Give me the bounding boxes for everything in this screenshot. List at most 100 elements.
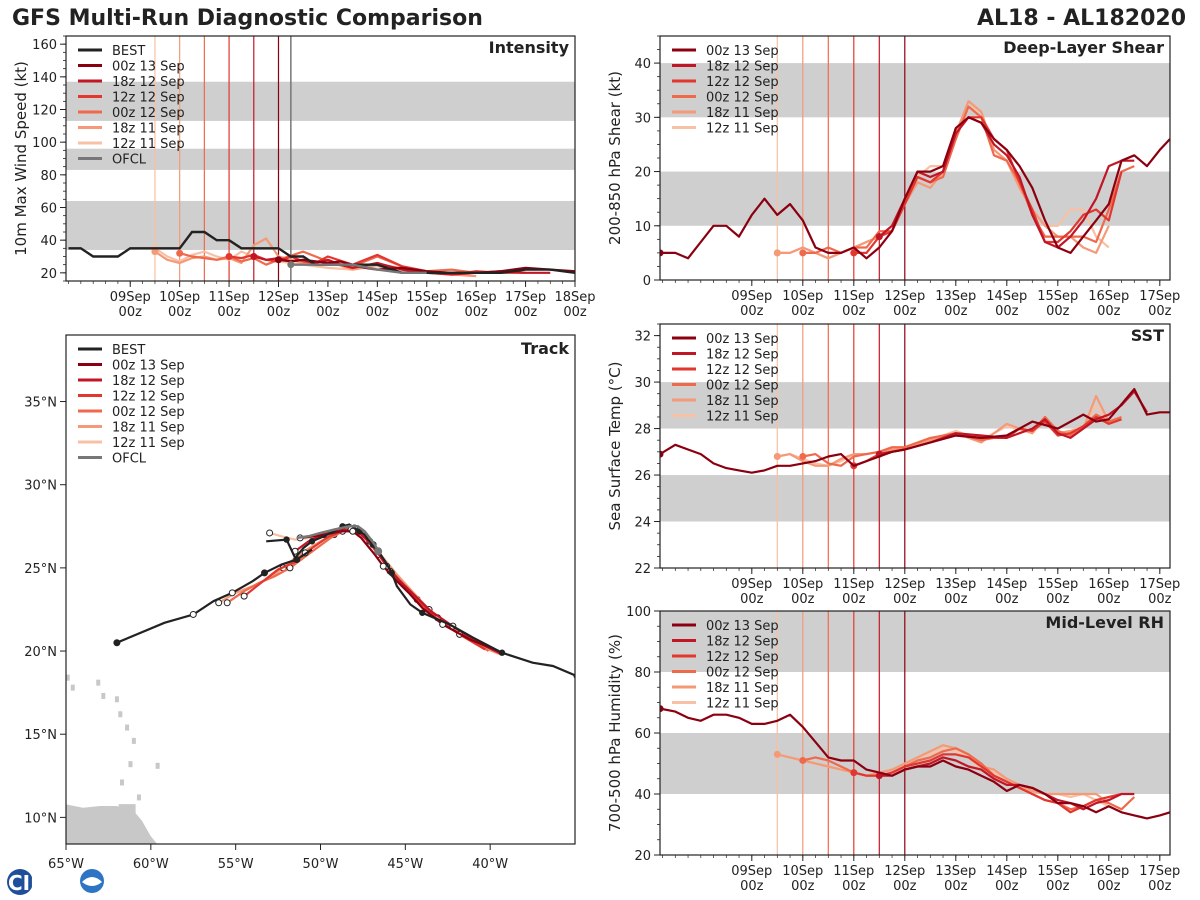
legend-label: BEST <box>112 343 145 358</box>
y-axis-label: 200-850 hPa Shear (kt) <box>606 71 624 245</box>
x-tick-day: 12Sep <box>258 290 299 305</box>
x-tick-hour: 00z <box>1097 879 1121 894</box>
y-tick-label: 30 <box>634 111 651 126</box>
plot-area <box>660 324 1170 568</box>
island-shape <box>114 696 119 703</box>
island-shape <box>128 761 133 768</box>
series-init-marker <box>773 249 781 257</box>
y-tick-label: 20 <box>40 267 57 282</box>
x-tick-hour: 00z <box>842 592 866 607</box>
y-tick-label: 20 <box>634 849 651 864</box>
y-tick-label: 80 <box>634 666 651 681</box>
y-tick-label: 140 <box>32 71 57 86</box>
series-line-18z-12-Sep <box>878 116 1135 249</box>
track-position-marker <box>240 592 248 600</box>
island-shape <box>131 737 136 744</box>
y-axis-label: 10m Max Wind Speed (kt) <box>12 61 30 256</box>
series-init-marker <box>225 253 233 260</box>
x-tick-hour: 00z <box>944 592 968 607</box>
x-tick-day: 15Sep <box>1037 864 1078 879</box>
y-tick-label: 100 <box>32 136 57 151</box>
track-position-marker <box>266 529 274 537</box>
legend-label: 18z 11 Sep <box>706 681 779 696</box>
best-track-marker <box>388 569 395 577</box>
plot-area <box>660 36 1170 280</box>
y-tick-label: 30 <box>634 376 651 391</box>
legend-label: 12z 11 Sep <box>706 697 779 712</box>
x-tick-day: 17Sep <box>1139 577 1180 592</box>
cira-logo: CIRA <box>7 869 104 895</box>
x-tick-hour: 00z <box>1148 879 1172 894</box>
x-tick-hour: 00z <box>366 305 390 320</box>
y-tick-label: 160 <box>32 38 57 53</box>
legend-label: 12z 12 Sep <box>706 650 779 665</box>
track-line-12z-12-Sep <box>243 526 486 651</box>
x-tick-label: 65°W <box>48 857 84 872</box>
x-tick-day: 16Sep <box>1088 577 1129 592</box>
y-tick-label: 120 <box>32 104 57 119</box>
legend-label: OFCL <box>112 153 147 168</box>
x-tick-hour: 00z <box>1148 304 1172 319</box>
series-init-marker <box>799 452 807 460</box>
trinidad-land <box>118 804 136 818</box>
track-position-marker <box>223 599 231 607</box>
island-shape <box>66 674 70 681</box>
island-shape <box>155 762 160 769</box>
x-tick-day: 10Sep <box>782 577 823 592</box>
panel-title: SST <box>1131 326 1164 345</box>
x-tick-day: 10Sep <box>159 290 200 305</box>
x-tick-hour: 00z <box>1148 592 1172 607</box>
panel-title: Deep-Layer Shear <box>1003 38 1164 57</box>
x-tick-hour: 00z <box>168 305 192 320</box>
legend-label: 00z 13 Sep <box>706 44 779 59</box>
track-position-marker <box>379 562 387 570</box>
legend-label: 18z 11 Sep <box>706 106 779 121</box>
page-title: GFS Multi-Run Diagnostic Comparison <box>12 6 483 31</box>
series-line-best <box>68 230 575 274</box>
best-track-marker <box>498 649 506 656</box>
y-tick-label: 26 <box>634 469 651 484</box>
legend-label: 18z 12 Sep <box>706 635 779 650</box>
best-track-history <box>116 548 313 644</box>
series-init-marker <box>151 248 159 256</box>
legend-label: OFCL <box>112 452 147 467</box>
best-track-marker <box>283 536 290 543</box>
y-axis-label: 700-500 hPa Humidity (%) <box>606 634 624 832</box>
y-tick-label: 32 <box>634 330 651 345</box>
plot-area <box>66 36 575 281</box>
y-axis-label: Sea Surface Temp (°C) <box>606 361 624 530</box>
panel-title: Track <box>521 339 569 358</box>
legend-label: 12z 12 Sep <box>706 75 779 90</box>
threshold-band <box>660 475 1170 522</box>
x-tick-hour: 00z <box>1046 304 1070 319</box>
x-tick-hour: 00z <box>893 304 917 319</box>
logo-text: CIRA <box>8 871 62 895</box>
x-tick-day: 16Sep <box>1088 289 1129 304</box>
legend-label: 00z 13 Sep <box>706 619 779 634</box>
x-tick-hour: 00z <box>1046 592 1070 607</box>
x-tick-day: 13Sep <box>935 577 976 592</box>
legend-label: 18z 11 Sep <box>112 421 185 436</box>
x-tick-hour: 00z <box>1097 592 1121 607</box>
y-tick-label: 25°N <box>24 562 57 577</box>
series-init-marker <box>773 452 781 460</box>
x-tick-day: 09Sep <box>731 289 772 304</box>
y-tick-label: 24 <box>634 516 651 531</box>
series-init-marker <box>176 249 184 257</box>
best-track-marker <box>261 569 269 577</box>
threshold-band <box>660 171 1170 226</box>
x-tick-label: 50°W <box>303 857 339 872</box>
x-tick-day: 15Sep <box>1037 289 1078 304</box>
island-shape <box>136 794 141 801</box>
threshold-band <box>660 611 1170 672</box>
threshold-band <box>660 63 1170 118</box>
x-tick-hour: 00z <box>995 592 1019 607</box>
y-tick-label: 40 <box>634 788 651 803</box>
x-tick-day: 17Sep <box>1139 864 1180 879</box>
best-track-marker <box>419 609 426 616</box>
legend-label: 18z 12 Sep <box>706 60 779 75</box>
track-line-00z-12-Sep <box>226 528 490 652</box>
island-shape <box>119 779 124 786</box>
x-tick-hour: 00z <box>842 879 866 894</box>
